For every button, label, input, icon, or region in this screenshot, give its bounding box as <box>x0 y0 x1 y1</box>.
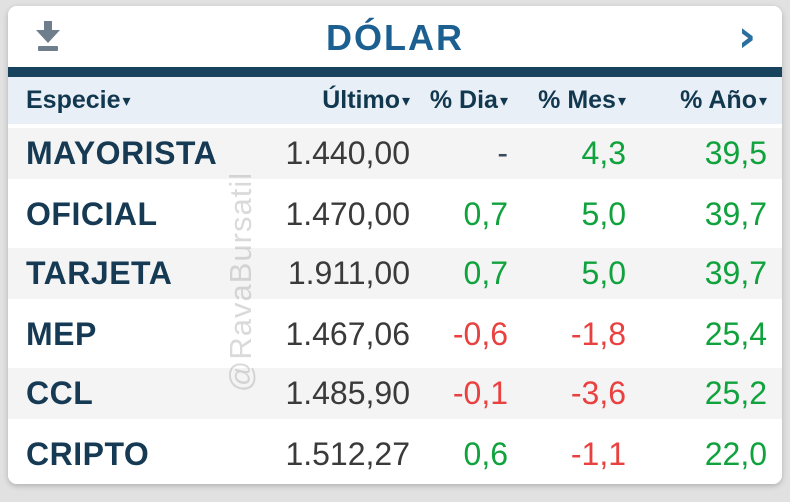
cell-anio: 25,4 <box>704 315 767 352</box>
divider-bar <box>8 67 782 77</box>
cell-anio: 25,2 <box>704 375 767 411</box>
cell-especie: CRIPTO <box>26 435 150 472</box>
cell-anio: 22,0 <box>704 435 767 472</box>
cell-especie: TARJETA <box>26 255 173 291</box>
sort-down-icon: ▾ <box>401 93 410 110</box>
cell-mes: 5,0 <box>581 255 626 291</box>
cell-ultimo: 1.512,27 <box>285 435 410 472</box>
cell-especie: MEP <box>26 315 97 352</box>
cell-ultimo: 1.485,90 <box>285 375 410 411</box>
cell-dia: 0,7 <box>463 195 508 232</box>
row-mep[interactable]: MEP 1.467,06 -0,6 -1,8 25,4 <box>8 304 782 364</box>
column-header-ultimo[interactable]: Último ▾ <box>322 86 410 114</box>
cell-anio: 39,7 <box>704 195 767 232</box>
column-header-mes[interactable]: % Mes ▾ <box>538 86 626 114</box>
page-title: DÓLAR <box>326 17 464 58</box>
dolar-panel: DÓLAR › Especie ▾ Último ▾ % Dia ▾ % Mes ▾ %… <box>8 6 782 484</box>
cell-especie: OFICIAL <box>26 195 158 232</box>
download-button[interactable] <box>34 19 62 54</box>
row-cripto[interactable]: CRIPTO 1.512,27 0,6 -1,1 22,0 <box>8 424 782 484</box>
cell-ultimo: 1.440,00 <box>285 135 410 171</box>
cell-dia: -0,6 <box>452 315 508 352</box>
row-mayorista[interactable]: MAYORISTA 1.440,00 - 4,3 39,5 <box>8 124 782 184</box>
row-tarjeta[interactable]: TARJETA 1.911,00 0,7 5,0 39,7 <box>8 244 782 304</box>
cell-ultimo: 1.467,06 <box>285 315 410 352</box>
download-icon <box>34 19 62 54</box>
cell-dia: - <box>497 135 508 171</box>
column-header-anio[interactable]: % Año ▾ <box>680 86 767 114</box>
cell-dia: 0,6 <box>463 435 508 472</box>
next-panel-button[interactable]: › <box>737 10 756 62</box>
cell-mes: -1,8 <box>570 315 626 352</box>
cell-ultimo: 1.470,00 <box>285 195 410 232</box>
cell-mes: -3,6 <box>570 375 626 411</box>
cell-dia: -0,1 <box>452 375 508 411</box>
cell-especie: CCL <box>26 375 94 411</box>
cell-mes: -1,1 <box>570 435 626 472</box>
column-header-especie[interactable]: Especie ▾ <box>26 86 131 114</box>
table-header-row: Especie ▾ Último ▾ % Dia ▾ % Mes ▾ % Año ▾ <box>8 77 782 124</box>
cell-especie: MAYORISTA <box>26 135 218 171</box>
table-body: MAYORISTA 1.440,00 - 4,3 39,5 OFICIAL 1.… <box>8 124 782 484</box>
chevron-right-icon: › <box>737 10 756 62</box>
cell-anio: 39,5 <box>704 135 767 171</box>
sort-down-icon: ▾ <box>122 93 131 110</box>
sort-down-icon: ▾ <box>499 93 508 110</box>
sort-down-icon: ▾ <box>617 93 626 110</box>
panel-header: DÓLAR › <box>8 6 782 67</box>
row-oficial[interactable]: OFICIAL 1.470,00 0,7 5,0 39,7 <box>8 184 782 244</box>
column-header-dia[interactable]: % Dia ▾ <box>429 86 508 114</box>
row-ccl[interactable]: CCL 1.485,90 -0,1 -3,6 25,2 <box>8 364 782 424</box>
cell-mes: 4,3 <box>581 135 626 171</box>
cell-mes: 5,0 <box>581 195 626 232</box>
cell-ultimo: 1.911,00 <box>287 255 410 291</box>
sort-down-icon: ▾ <box>758 93 767 110</box>
cell-dia: 0,7 <box>463 255 508 291</box>
cell-anio: 39,7 <box>704 255 767 291</box>
